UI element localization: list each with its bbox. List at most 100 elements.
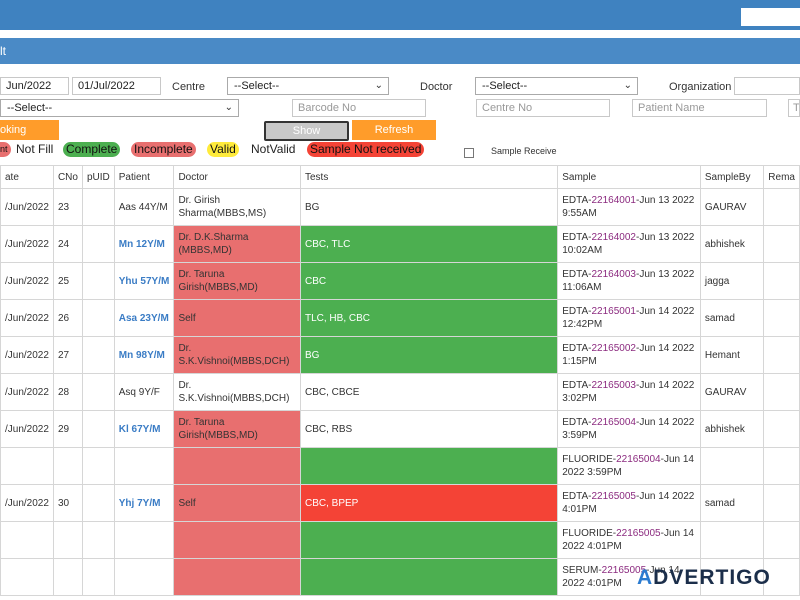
- table-row[interactable]: /Jun/2022 23 Aas 44Y/M Dr. Girish Sharma(MB…: [0, 188, 800, 226]
- barcode-input[interactable]: Barcode No: [292, 99, 426, 117]
- tests-cell: CBC, BPEP: [299, 484, 559, 522]
- page-title-bar: lt: [0, 38, 800, 64]
- table-header-row: ate CNo pUID Patient Doctor Tests Sample Sample…: [0, 165, 800, 189]
- sampleby-cell: jagga: [699, 262, 765, 300]
- date-cell: [0, 447, 54, 485]
- sample-receive-checkbox[interactable]: [464, 148, 474, 158]
- sample-cell: EDTA-22165003-Jun 14 2022 3:02PM: [557, 373, 701, 411]
- patient-cell[interactable]: Yhj 7Y/M: [113, 484, 175, 522]
- table-row[interactable]: /Jun/2022 30 Yhj 7Y/M Self CBC, BPEP EDTA-221…: [0, 484, 800, 522]
- table-row[interactable]: /Jun/2022 24 Mn 12Y/M Dr. D.K.Sharma (MBBS,…: [0, 225, 800, 263]
- doctor-cell: Dr. Taruna Girish(MBBS,MD): [173, 410, 301, 448]
- sampleby-cell: GAURAV: [699, 373, 765, 411]
- doctor-cell: [173, 447, 301, 485]
- sample-receive-label: Sample Receive: [491, 146, 557, 156]
- table-row[interactable]: FLUORIDE-22165004-Jun 14 2022 3:59PM: [0, 447, 800, 485]
- table-row[interactable]: /Jun/2022 26 Asa 23Y/M Self TLC, HB, CBC EDTA…: [0, 299, 800, 337]
- advertigo-watermark: ADVERTIGO: [637, 566, 771, 589]
- second-select[interactable]: --Select-- ⌄: [0, 99, 239, 117]
- patient-cell[interactable]: Asa 23Y/M: [113, 299, 175, 337]
- sample-cell: EDTA-22164002-Jun 13 2022 10:02AM: [557, 225, 701, 263]
- date-cell: /Jun/2022: [0, 336, 54, 374]
- cno-cell: [52, 447, 83, 485]
- organization-label: Organization: [669, 81, 732, 93]
- sample-id: 22164002: [591, 232, 636, 243]
- tests-cell: CBC, TLC: [299, 225, 559, 263]
- refresh-button[interactable]: Refresh: [352, 120, 436, 140]
- sample-id: 22164003: [591, 269, 636, 280]
- chevron-down-icon: ⌄: [374, 80, 383, 91]
- remarks-cell: [763, 447, 800, 485]
- show-button[interactable]: Show: [264, 121, 349, 141]
- column-header: CNo: [52, 165, 83, 189]
- patient-cell[interactable]: Yhu 57Y/M: [113, 262, 175, 300]
- remarks-cell: [763, 410, 800, 448]
- doctor-cell: [173, 521, 301, 559]
- sampleby-cell: [699, 447, 765, 485]
- organization-input[interactable]: [734, 77, 800, 95]
- puid-cell: [81, 558, 115, 596]
- top-search-box[interactable]: [741, 8, 800, 26]
- tests-cell: CBC: [299, 262, 559, 300]
- sampleby-cell: [699, 521, 765, 559]
- table-row[interactable]: /Jun/2022 29 Kl 67Y/M Dr. Taruna Girish(MBB…: [0, 410, 800, 448]
- remarks-cell: [763, 484, 800, 522]
- column-header: Tests: [299, 165, 559, 189]
- patient-cell[interactable]: Kl 67Y/M: [113, 410, 175, 448]
- cno-cell: 23: [52, 188, 83, 226]
- remarks-cell: [763, 373, 800, 411]
- sample-cell: EDTA-22165001-Jun 14 2022 12:42PM: [557, 299, 701, 337]
- sample-cell: EDTA-22164001-Jun 13 2022 9:55AM: [557, 188, 701, 226]
- date-cell: /Jun/2022: [0, 299, 54, 337]
- sample-id: 22165001: [591, 306, 636, 317]
- date-cell: /Jun/2022: [0, 484, 54, 522]
- table-row[interactable]: FLUORIDE-22165005-Jun 14 2022 4:01PM: [0, 521, 800, 559]
- remarks-cell: [763, 299, 800, 337]
- page-title: lt: [0, 44, 6, 58]
- remarks-cell: [763, 262, 800, 300]
- sample-cell: EDTA-22165002-Jun 14 2022 1:15PM: [557, 336, 701, 374]
- date-cell: /Jun/2022: [0, 225, 54, 263]
- sampleby-cell: abhishek: [699, 410, 765, 448]
- doctor-select[interactable]: --Select-- ⌄: [475, 77, 638, 95]
- column-header: Patient: [113, 165, 175, 189]
- cno-cell: 28: [52, 373, 83, 411]
- puid-cell: [81, 336, 115, 374]
- date-cell: [0, 558, 54, 596]
- tests-cell: TLC, HB, CBC: [299, 299, 559, 337]
- extra-input[interactable]: T: [788, 99, 800, 117]
- centre-select[interactable]: --Select-- ⌄: [227, 77, 389, 95]
- patient-cell[interactable]: Mn 12Y/M: [113, 225, 175, 263]
- to-date-input[interactable]: 01/Jul/2022: [72, 77, 161, 95]
- puid-cell: [81, 410, 115, 448]
- doctor-select-value: --Select--: [482, 80, 528, 92]
- second-select-value: --Select--: [7, 102, 53, 114]
- column-header: Sample: [557, 165, 701, 189]
- table-row[interactable]: /Jun/2022 25 Yhu 57Y/M Dr. Taruna Girish(MB…: [0, 262, 800, 300]
- legend-incomplete: Incomplete: [131, 142, 196, 157]
- doctor-cell: Dr. D.K.Sharma (MBBS,MD): [173, 225, 301, 263]
- patient-cell: [113, 558, 175, 596]
- remarks-cell: [763, 336, 800, 374]
- tests-cell: [299, 521, 559, 559]
- booking-button[interactable]: oking: [0, 120, 59, 140]
- table-row[interactable]: SERUM-22165005-Jun 14 2022 4:01PM: [0, 558, 800, 596]
- remarks-cell: [763, 225, 800, 263]
- patient-cell[interactable]: Mn 98Y/M: [113, 336, 175, 374]
- patient-cell: Asq 9Y/F: [113, 373, 175, 411]
- remarks-cell: [763, 521, 800, 559]
- sample-cell: EDTA-22164003-Jun 13 2022 11:06AM: [557, 262, 701, 300]
- patient-name-input[interactable]: Patient Name: [632, 99, 767, 117]
- table-row[interactable]: /Jun/2022 28 Asq 9Y/F Dr. S.K.Vishnoi(MBBS,…: [0, 373, 800, 411]
- sample-id: 22165005: [616, 528, 661, 539]
- doctor-cell: [173, 558, 301, 596]
- puid-cell: [81, 521, 115, 559]
- legend-first: nt: [0, 142, 11, 157]
- tests-cell: [299, 447, 559, 485]
- centre-no-input[interactable]: Centre No: [476, 99, 610, 117]
- table-row[interactable]: /Jun/2022 27 Mn 98Y/M Dr. S.K.Vishnoi(MBBS,…: [0, 336, 800, 374]
- patient-cell: Aas 44Y/M: [113, 188, 175, 226]
- from-date-input[interactable]: Jun/2022: [0, 77, 69, 95]
- sampleby-cell: samad: [699, 484, 765, 522]
- tests-cell: CBC, RBS: [299, 410, 559, 448]
